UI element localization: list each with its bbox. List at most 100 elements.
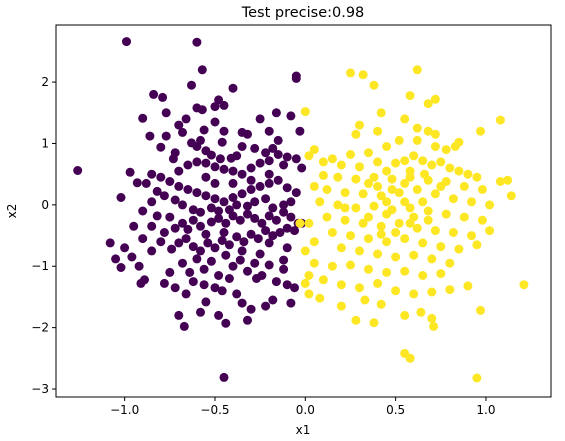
point-class0-128 [217, 236, 227, 245]
point-class0-209 [228, 83, 238, 93]
point-class1-83 [376, 221, 386, 231]
point-class1-25 [346, 150, 355, 159]
point-class0-86 [214, 206, 224, 216]
point-class1-66 [467, 197, 476, 207]
point-class0-75 [273, 175, 283, 185]
point-class0-70 [228, 193, 238, 202]
point-class0-84 [232, 200, 242, 210]
point-class0-95 [141, 178, 151, 188]
point-class1-56 [506, 191, 516, 201]
point-class0-49 [255, 158, 265, 168]
point-class1-30 [300, 107, 310, 117]
point-class1-103 [391, 252, 401, 262]
point-class1-138 [351, 315, 361, 325]
y-tick-label: −1 [31, 259, 49, 273]
point-class0-206 [196, 135, 205, 145]
point-class0-158 [243, 266, 252, 276]
point-class0-149 [178, 258, 187, 268]
point-class0-13 [161, 108, 171, 118]
point-class0-101 [178, 218, 187, 228]
point-class1-71 [369, 201, 379, 211]
point-class1-112 [382, 267, 392, 277]
point-class1-65 [448, 194, 458, 204]
point-class0-26 [295, 126, 305, 136]
point-class0-155 [221, 250, 231, 260]
point-class0-37 [206, 150, 216, 160]
point-class1-36 [409, 151, 419, 161]
point-class0-189 [264, 238, 274, 248]
point-class0-71 [237, 189, 247, 199]
point-class1-29 [304, 151, 314, 161]
point-class0-142 [111, 254, 121, 264]
point-class1-124 [445, 285, 455, 295]
point-class1-4 [346, 68, 355, 78]
point-class0-53 [291, 154, 301, 164]
point-class1-35 [400, 156, 410, 166]
point-class0-203 [174, 166, 184, 176]
point-class0-4 [197, 65, 207, 75]
point-class0-148 [165, 267, 175, 277]
point-class1-67 [485, 200, 495, 210]
point-class0-195 [183, 224, 193, 234]
point-class0-25 [286, 111, 296, 121]
point-class1-68 [315, 197, 325, 207]
point-class0-55 [261, 148, 271, 158]
x-tick-label: −0.5 [200, 403, 229, 417]
point-class0-192 [255, 249, 265, 259]
point-class0-152 [199, 264, 209, 274]
point-class1-44 [318, 170, 328, 180]
point-class1-98 [472, 240, 482, 250]
x-axis: −1.0 −0.5 0.0 0.5 1.0 [110, 397, 496, 417]
point-class1-21 [450, 142, 460, 151]
point-class0-133 [181, 234, 191, 244]
y-tick-label: 2 [41, 75, 49, 89]
point-class1-153 [418, 197, 428, 207]
point-class1-63 [412, 185, 422, 194]
point-class0-80 [268, 203, 278, 213]
point-class1-64 [430, 189, 440, 199]
point-class0-124 [246, 229, 256, 239]
point-class0-174 [199, 280, 209, 290]
point-class1-110 [346, 260, 355, 270]
point-class0-176 [181, 289, 191, 299]
point-class0-184 [243, 315, 252, 325]
point-class1-147 [430, 142, 440, 151]
point-class1-3 [519, 280, 529, 290]
point-class0-123 [253, 234, 263, 244]
point-class0-175 [188, 277, 198, 287]
point-class1-148 [373, 126, 383, 136]
point-class0-60 [132, 178, 142, 188]
point-class0-168 [261, 301, 271, 311]
point-class0-141 [105, 238, 115, 248]
point-class0-125 [239, 237, 249, 247]
point-class1-116 [304, 271, 314, 280]
point-class1-150 [391, 228, 401, 237]
point-class0-11 [219, 100, 229, 110]
point-class1-125 [463, 281, 473, 291]
point-class0-22 [273, 135, 283, 145]
point-class1-86 [430, 226, 440, 236]
point-class1-79 [295, 218, 305, 228]
point-class0-177 [170, 283, 180, 293]
point-class0-121 [268, 231, 278, 241]
point-class0-52 [282, 152, 292, 162]
point-class1-53 [477, 185, 487, 194]
point-class0-98 [147, 221, 157, 231]
point-class1-88 [467, 231, 476, 241]
point-class0-68 [210, 194, 220, 204]
point-class1-74 [423, 206, 433, 216]
point-class1-127 [304, 289, 314, 299]
point-class0-6 [149, 89, 159, 99]
point-class1-77 [477, 215, 487, 225]
point-class1-14 [351, 129, 361, 139]
point-class1-113 [400, 266, 410, 276]
point-class0-29 [145, 131, 155, 141]
point-class1-70 [351, 203, 361, 213]
point-class0-76 [282, 183, 292, 193]
point-class0-139 [129, 221, 139, 231]
point-class0-41 [183, 160, 193, 170]
point-class1-20 [495, 115, 505, 125]
point-class0-132 [188, 242, 198, 252]
point-class1-31 [336, 160, 346, 170]
point-class0-83 [243, 201, 252, 211]
